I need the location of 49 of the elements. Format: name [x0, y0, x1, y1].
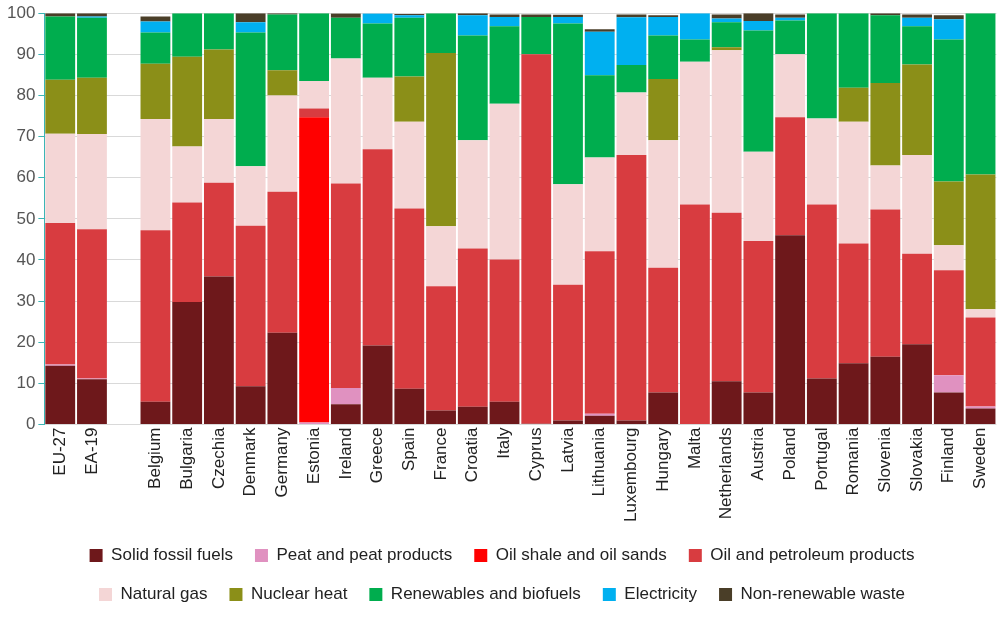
x-tick-label: Germany [272, 427, 292, 498]
x-tick-label: Netherlands [716, 427, 736, 520]
x-tick-label: Bulgaria [176, 426, 196, 490]
y-tick-label: 80 [16, 85, 36, 105]
y-tick-label: 90 [16, 44, 36, 64]
legend-label: Nuclear heat [250, 584, 348, 604]
x-tick-label: Cyprus [525, 427, 545, 482]
x-tick-label: Malta [684, 426, 704, 470]
legend-label: Electricity [624, 584, 698, 604]
x-tick-label: Greece [367, 427, 387, 484]
y-tick-label: 60 [16, 167, 36, 187]
x-tick-label: Finland [938, 427, 958, 484]
y-tick-label: 20 [16, 331, 36, 351]
legend-label: Solid fossil fuels [111, 545, 233, 565]
y-tick-label: 30 [16, 290, 36, 310]
x-tick-label: Portugal [811, 427, 831, 491]
x-tick-label: Slovenia [875, 426, 895, 493]
legend-label: Oil shale and oil sands [495, 545, 667, 565]
x-tick-label: Hungary [652, 427, 672, 492]
x-tick-label: EU-27 [49, 427, 69, 476]
legend-label: Oil and petroleum products [710, 545, 915, 565]
x-tick-label: Czechia [208, 426, 228, 489]
x-tick-label: Sweden [970, 427, 990, 489]
x-tick-label: Lithuania [589, 426, 609, 497]
legend-label: Natural gas [120, 584, 208, 604]
legend-label: Renewables and biofuels [390, 584, 581, 604]
x-tick-label: Austria [748, 426, 768, 481]
y-tick-label: 0 [25, 414, 36, 434]
x-tick-label: Slovakia [906, 426, 926, 492]
x-tick-label: Croatia [462, 426, 482, 483]
x-tick-label: Ireland [335, 427, 355, 480]
y-tick-label: 10 [16, 373, 36, 393]
y-tick-label: 100 [6, 2, 36, 22]
x-tick-label: Luxembourg [621, 427, 641, 523]
x-tick-label: Latvia [557, 426, 577, 473]
legend-label: Non-renewable waste [740, 584, 905, 604]
x-tick-label: Spain [399, 427, 418, 471]
x-tick-label: France [430, 427, 450, 481]
x-tick-label: EA-19 [81, 427, 101, 475]
x-tick-label: Denmark [240, 427, 260, 497]
x-tick-label: Romania [843, 426, 863, 496]
x-tick-label: Estonia [303, 426, 323, 485]
x-tick-label: Belgium [145, 427, 165, 489]
legend-label: Peat and peat products [276, 545, 453, 565]
x-tick-label: Italy [494, 427, 514, 459]
y-tick-label: 40 [16, 249, 36, 269]
x-tick-label: Poland [779, 427, 799, 481]
y-tick-label: 50 [16, 208, 36, 228]
y-tick-label: 70 [16, 126, 36, 146]
